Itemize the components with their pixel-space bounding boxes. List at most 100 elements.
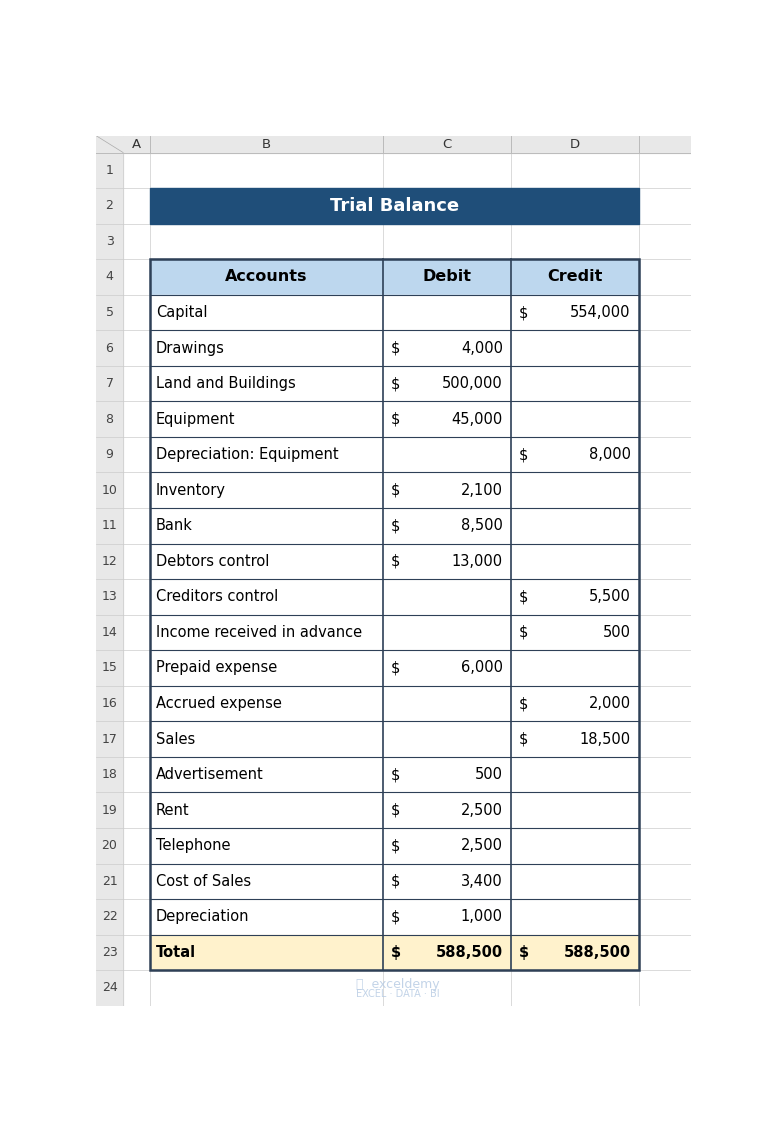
Text: 6,000: 6,000 (461, 661, 503, 676)
Bar (151, 650, 638, 686)
Text: $: $ (390, 411, 400, 427)
Bar (151, 295, 638, 330)
Text: 500: 500 (603, 625, 631, 640)
Text: Accrued expense: Accrued expense (156, 696, 282, 711)
Text: Sales: Sales (156, 731, 195, 747)
Text: D: D (570, 138, 580, 150)
Text: 1: 1 (106, 164, 114, 176)
Text: Depreciation: Equipment: Depreciation: Equipment (156, 447, 338, 462)
Text: 8,000: 8,000 (589, 447, 631, 462)
Text: 5,500: 5,500 (589, 590, 631, 605)
Text: 20: 20 (101, 840, 118, 852)
Bar (151, 544, 638, 579)
Text: 2,000: 2,000 (588, 696, 631, 711)
Bar (151, 828, 638, 863)
Bar (151, 615, 638, 650)
Text: 15: 15 (101, 661, 118, 675)
Text: $: $ (390, 767, 400, 782)
Text: Cost of Sales: Cost of Sales (156, 873, 251, 889)
Text: Equipment: Equipment (156, 411, 235, 427)
Text: 2,100: 2,100 (461, 483, 503, 497)
Text: 13,000: 13,000 (452, 554, 503, 568)
Bar (151, 721, 638, 757)
Bar (151, 508, 638, 544)
Text: B: B (262, 138, 271, 150)
Text: 18: 18 (101, 768, 118, 781)
Text: $: $ (390, 945, 401, 959)
Text: 16: 16 (101, 697, 118, 710)
Text: $: $ (390, 873, 400, 889)
Text: $: $ (518, 731, 528, 747)
Text: 22: 22 (101, 911, 118, 923)
Text: 4,000: 4,000 (461, 340, 503, 356)
Text: 1,000: 1,000 (461, 910, 503, 924)
Text: Total: Total (156, 945, 196, 959)
Text: $: $ (518, 696, 528, 711)
Bar (151, 792, 638, 828)
Text: 24: 24 (101, 982, 118, 994)
Text: $: $ (518, 945, 528, 959)
Text: 2,500: 2,500 (461, 838, 503, 853)
Bar (96, 136, 123, 153)
Bar (151, 259, 638, 971)
Text: 6: 6 (106, 341, 114, 355)
Bar (151, 863, 638, 899)
Bar (96, 136, 691, 153)
Text: 13: 13 (101, 590, 118, 603)
Text: $: $ (518, 590, 528, 605)
Bar (151, 259, 638, 295)
Text: Bank: Bank (156, 519, 193, 533)
Text: Advertisement: Advertisement (156, 767, 263, 782)
Text: 17: 17 (101, 732, 118, 746)
Text: Depreciation: Depreciation (156, 910, 249, 924)
Text: $: $ (390, 519, 400, 533)
Text: Prepaid expense: Prepaid expense (156, 661, 277, 676)
Text: Credit: Credit (547, 269, 602, 285)
Text: $: $ (390, 838, 400, 853)
Bar (151, 935, 638, 971)
Bar (151, 437, 638, 472)
Text: EXCEL · DATA · BI: EXCEL · DATA · BI (356, 989, 440, 999)
Bar (151, 366, 638, 401)
Text: 45,000: 45,000 (452, 411, 503, 427)
Text: 588,500: 588,500 (564, 945, 631, 959)
Text: 4: 4 (106, 270, 114, 284)
Text: Drawings: Drawings (156, 340, 224, 356)
Text: Capital: Capital (156, 305, 207, 320)
Text: $: $ (518, 305, 528, 320)
Text: 8,500: 8,500 (461, 519, 503, 533)
Text: 3,400: 3,400 (461, 873, 503, 889)
Text: $: $ (390, 802, 400, 818)
Text: $: $ (390, 910, 400, 924)
Bar (151, 188, 638, 224)
Text: 7: 7 (105, 377, 114, 390)
Text: 8: 8 (105, 412, 114, 426)
Text: Debtors control: Debtors control (156, 554, 269, 568)
Text: $: $ (390, 376, 400, 391)
Text: Creditors control: Creditors control (156, 590, 278, 605)
Text: Trial Balance: Trial Balance (329, 197, 459, 215)
Text: C: C (442, 138, 452, 150)
Bar (151, 330, 638, 366)
Bar (151, 579, 638, 615)
Text: $: $ (390, 554, 400, 568)
Text: 21: 21 (101, 875, 118, 888)
Text: Telephone: Telephone (156, 838, 230, 853)
Text: 18,500: 18,500 (580, 731, 631, 747)
Text: $: $ (390, 483, 400, 497)
Text: 10: 10 (101, 484, 118, 497)
Text: A: A (132, 138, 141, 150)
Text: Debit: Debit (422, 269, 472, 285)
Text: 11: 11 (101, 520, 118, 532)
Text: $: $ (390, 340, 400, 356)
Bar (151, 757, 638, 792)
Text: 9: 9 (106, 449, 114, 461)
Text: Land and Buildings: Land and Buildings (156, 376, 296, 391)
Text: 3: 3 (106, 235, 114, 247)
Bar (151, 899, 638, 935)
Bar (151, 686, 638, 721)
Text: 12: 12 (101, 555, 118, 568)
Text: Income received in advance: Income received in advance (156, 625, 362, 640)
Text: 554,000: 554,000 (571, 305, 631, 320)
Text: Inventory: Inventory (156, 483, 226, 497)
